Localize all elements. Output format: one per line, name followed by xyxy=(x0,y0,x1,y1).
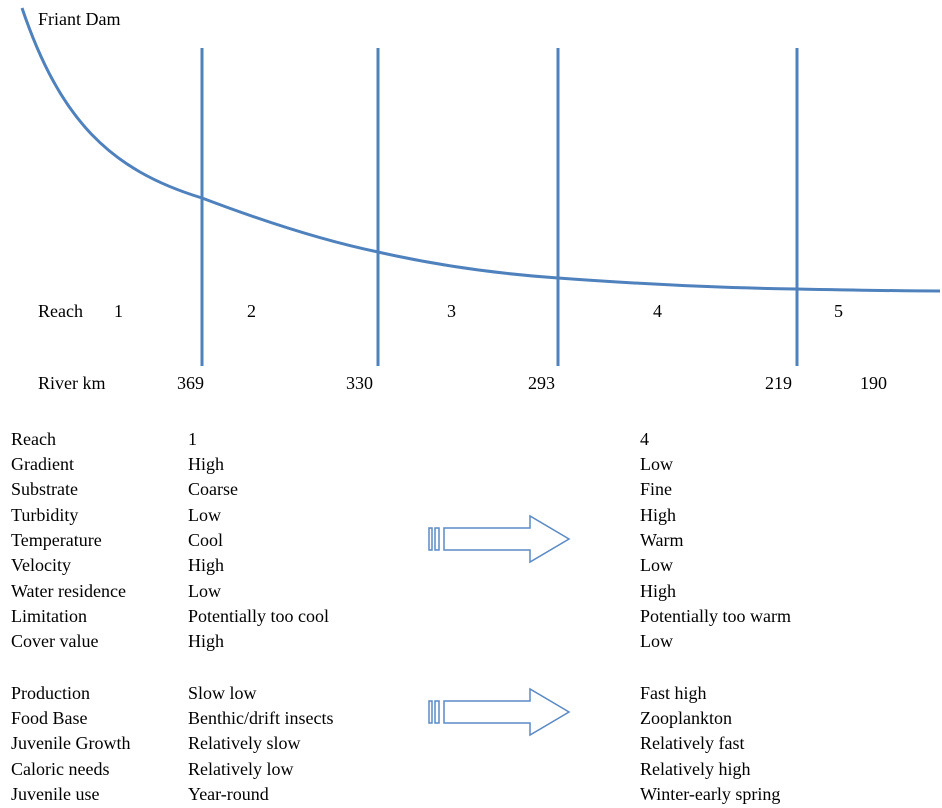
row-label: Temperature xyxy=(11,530,102,550)
row-left-value: Potentially too cool xyxy=(188,606,329,626)
row-left-value: Year-round xyxy=(188,784,269,804)
row-right-value: 4 xyxy=(640,429,649,449)
row-left-value: High xyxy=(188,454,224,474)
row-left-value: Low xyxy=(188,505,221,525)
riverkm-row-label: River km xyxy=(38,373,106,393)
riverkm-value: 369 xyxy=(177,373,204,393)
row-label: Cover value xyxy=(11,631,99,651)
row-left-value: Coarse xyxy=(188,479,238,499)
row-left-value: Cool xyxy=(188,530,224,550)
row-label: Reach xyxy=(11,429,56,449)
row-right-value: High xyxy=(640,505,676,525)
row-right-value: Warm xyxy=(640,530,684,550)
riverkm-value: 190 xyxy=(860,373,887,393)
row-left-value: 1 xyxy=(188,429,197,449)
river-gradient-curve xyxy=(20,7,941,293)
row-label: Velocity xyxy=(11,555,71,575)
transition-arrow-icon xyxy=(428,687,571,737)
row-right-value: Low xyxy=(640,631,673,651)
row-right-value: Low xyxy=(640,454,673,474)
row-left-value: Slow low xyxy=(188,683,257,703)
reach-number: 3 xyxy=(447,301,456,321)
reach-number: 5 xyxy=(834,301,843,321)
row-left-value: Relatively slow xyxy=(188,733,301,753)
row-left-value: Benthic/drift insects xyxy=(188,708,334,728)
row-label: Juvenile use xyxy=(11,784,100,804)
riverkm-value: 219 xyxy=(765,373,792,393)
row-label: Production xyxy=(11,683,90,703)
row-right-value: Low xyxy=(640,555,673,575)
reach-number: 2 xyxy=(247,301,256,321)
row-right-value: Relatively fast xyxy=(640,733,745,753)
reach-number: 1 xyxy=(114,301,123,321)
transition-arrow-icon xyxy=(428,514,571,564)
riverkm-value: 293 xyxy=(528,373,555,393)
row-right-value: Winter-early spring xyxy=(640,784,781,804)
row-right-value: Zooplankton xyxy=(640,708,732,728)
row-left-value: Relatively low xyxy=(188,759,294,779)
row-label: Caloric needs xyxy=(11,759,110,779)
reach-number: 4 xyxy=(653,301,662,321)
row-label: Substrate xyxy=(11,479,78,499)
row-right-value: Potentially too warm xyxy=(640,606,791,626)
row-label: Gradient xyxy=(11,454,74,474)
row-right-value: Fast high xyxy=(640,683,707,703)
row-left-value: High xyxy=(188,631,224,651)
friant-dam-label: Friant Dam xyxy=(38,9,121,29)
row-right-value: High xyxy=(640,581,676,601)
row-left-value: Low xyxy=(188,581,221,601)
row-label: Limitation xyxy=(11,606,87,626)
row-label: Turbidity xyxy=(11,505,79,525)
row-left-value: High xyxy=(188,555,224,575)
row-right-value: Relatively high xyxy=(640,759,751,779)
row-label: Water residence xyxy=(11,581,126,601)
row-right-value: Fine xyxy=(640,479,673,499)
row-label: Juvenile Growth xyxy=(11,733,131,753)
reach-row-label: Reach xyxy=(38,301,83,321)
riverkm-value: 330 xyxy=(346,373,373,393)
row-label: Food Base xyxy=(11,708,88,728)
